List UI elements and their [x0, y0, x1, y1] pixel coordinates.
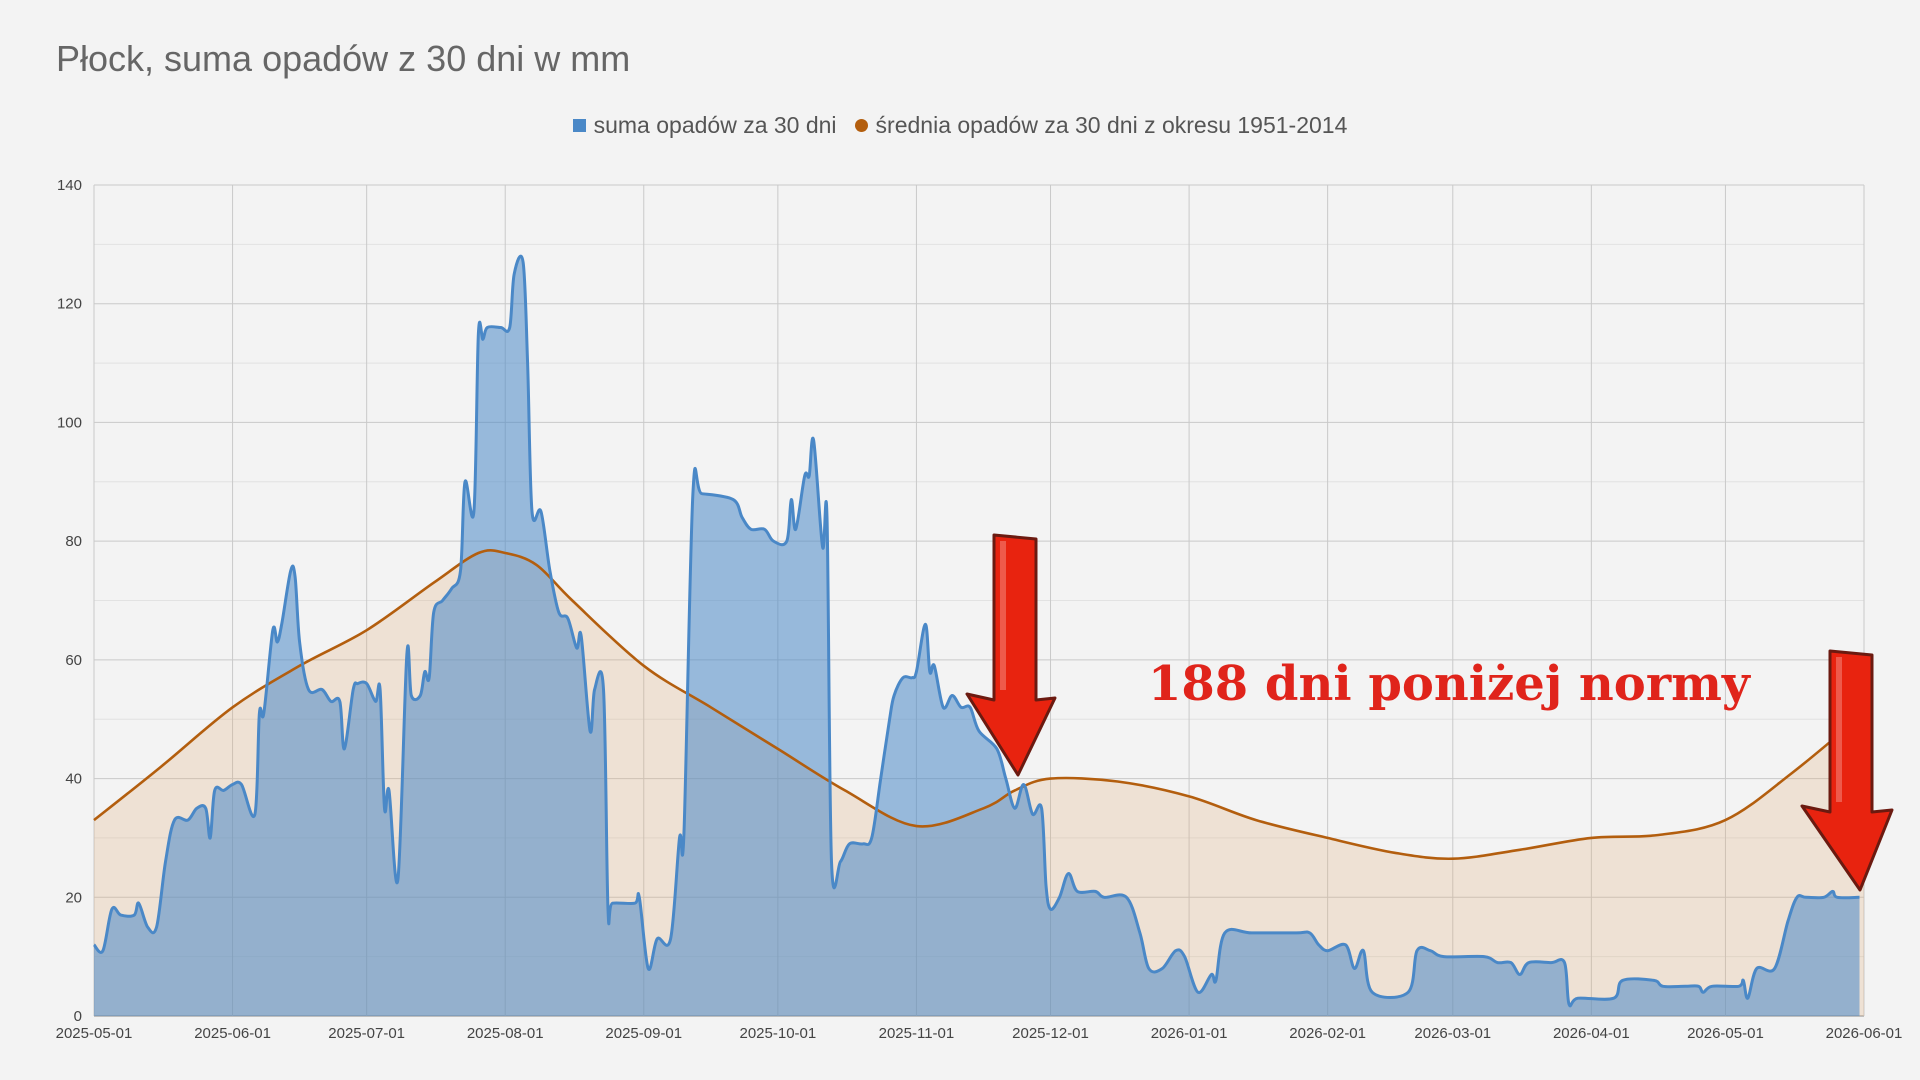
y-tick-label: 140 — [57, 177, 82, 194]
series-line-1 — [92, 254, 1860, 1008]
chart-title: Płock, suma opadów z 30 dni w mm — [56, 38, 631, 79]
arrow-body — [1800, 649, 1894, 892]
series-area-1 — [94, 256, 1860, 1016]
x-tick-label: 2026-01-01 — [1151, 1025, 1228, 1042]
y-tick-label: 0 — [74, 1008, 82, 1025]
legend-swatch-series-2 — [854, 119, 868, 132]
x-tick-label: 2025-09-01 — [605, 1025, 682, 1042]
arrow-body — [965, 533, 1057, 777]
x-tick-label: 2025-11-01 — [879, 1025, 955, 1042]
x-tick-label: 2025-06-01 — [194, 1025, 271, 1042]
x-tick-label: 2025-05-01 — [56, 1025, 133, 1042]
series-line-2 — [93, 549, 1865, 861]
x-tick-label: 2025-12-01 — [1012, 1025, 1089, 1042]
legend-item-series-2[interactable]: średnia opadów za 30 dni z okresu 1951-2… — [854, 112, 1348, 139]
line-layer — [92, 254, 1865, 1008]
arrow-layer — [965, 533, 1894, 892]
x-tick-label: 2025-08-01 — [467, 1025, 544, 1042]
x-tick-label: 2026-02-01 — [1289, 1025, 1366, 1042]
y-tick-label: 60 — [65, 652, 82, 669]
y-tick-label: 20 — [65, 889, 82, 906]
y-tick-label: 80 — [65, 533, 82, 550]
legend-label-series-2: średnia opadów za 30 dni z okresu 1951-2… — [875, 112, 1348, 138]
x-tick-label: 2026-06-01 — [1826, 1025, 1903, 1042]
x-tick-label: 2026-05-01 — [1687, 1025, 1764, 1042]
legend-swatch-series-1 — [572, 119, 586, 132]
arrow-down-icon — [1800, 649, 1894, 892]
legend-label-series-1: suma opadów za 30 dni — [593, 112, 837, 138]
x-tick-label: 2025-07-01 — [328, 1025, 405, 1042]
legend-item-series-1[interactable]: suma opadów za 30 dni — [572, 112, 837, 139]
arrow-highlight — [1000, 541, 1006, 690]
y-tick-label: 120 — [57, 296, 82, 313]
x-tick-label: 2025-10-01 — [739, 1025, 816, 1042]
y-tick-label: 100 — [57, 414, 82, 431]
arrow-down-icon — [965, 533, 1057, 777]
x-tick-label: 2026-04-01 — [1553, 1025, 1630, 1042]
x-tick-label: 2026-03-01 — [1414, 1025, 1491, 1042]
legend: suma opadów za 30 dni średnia opadów za … — [0, 112, 1920, 139]
area-layer — [94, 256, 1864, 1016]
arrow-highlight — [1836, 657, 1842, 802]
axis-layer: 0 20 40 60 80 100 120 140 2025-05-01 2025-06-01 20… — [56, 177, 1903, 1042]
annotation-text: 188 dni poniżej normy — [1148, 656, 1752, 712]
y-tick-label: 40 — [65, 771, 82, 788]
